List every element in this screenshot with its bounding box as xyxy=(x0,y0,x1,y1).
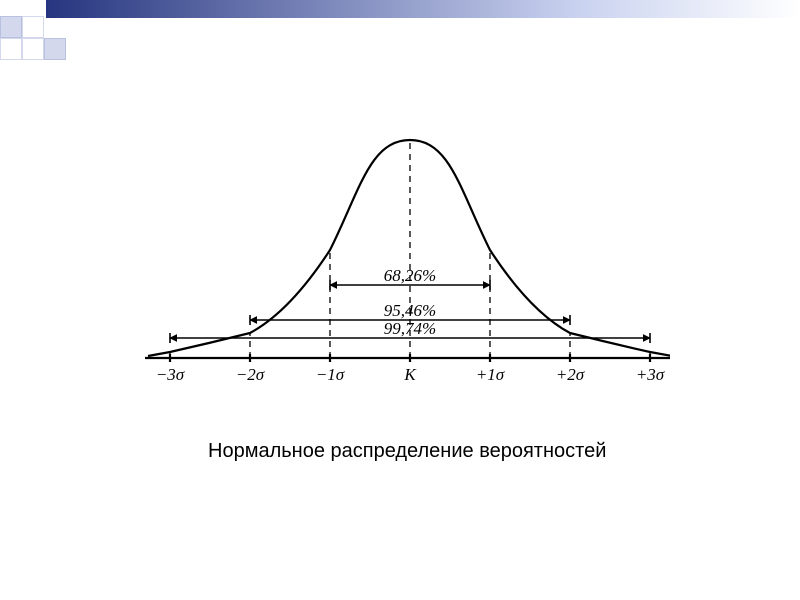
svg-text:−2σ: −2σ xyxy=(236,365,265,384)
bell-curve-svg: 68,26% 95,46%99,74% −3σ −2σ −1σ K +1σ +2σ +3σ xyxy=(130,120,670,440)
svg-text:−1σ: −1σ xyxy=(316,365,345,384)
deco-square xyxy=(44,38,66,60)
svg-text:+1σ: +1σ xyxy=(476,365,505,384)
caption-text: Нормальное распределение вероятностей xyxy=(208,440,606,462)
svg-text:−3σ: −3σ xyxy=(156,365,185,384)
svg-text:+2σ: +2σ xyxy=(556,365,585,384)
svg-text:+3σ: +3σ xyxy=(636,365,665,384)
svg-text:68,26%: 68,26% xyxy=(384,266,436,285)
deco-square xyxy=(22,38,44,60)
svg-text:K: K xyxy=(403,365,417,384)
slide-top-bar xyxy=(46,0,800,18)
deco-square xyxy=(0,38,22,60)
svg-text:99,74%: 99,74% xyxy=(384,319,436,338)
deco-square xyxy=(0,16,22,38)
diagram-caption: Нормальное распределение вероятностей xyxy=(208,440,606,463)
svg-text:95,46%: 95,46% xyxy=(384,301,436,320)
deco-square xyxy=(22,16,44,38)
